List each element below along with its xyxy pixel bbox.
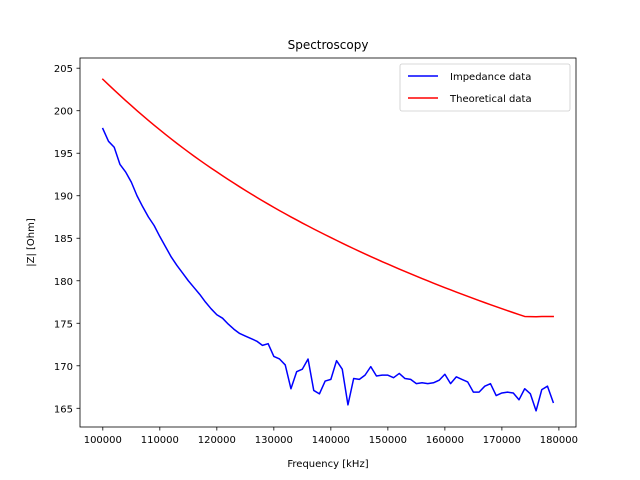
axes-frame [79, 57, 577, 428]
chart-title: Spectroscopy [288, 38, 369, 52]
axis-ticks: 100000 110000 120000 130000 140000 150000 1600… [54, 64, 578, 446]
y-tick-label: 190 [54, 192, 73, 203]
y-tick-label: 185 [54, 234, 73, 245]
y-tick-label: 195 [54, 149, 73, 160]
x-tick-label: 120000 [198, 435, 236, 446]
x-tick-label: 110000 [141, 435, 179, 446]
y-axis-label: |Z| [Ohm] [26, 218, 37, 267]
series-line-impedance [101, 127, 555, 412]
legend-label-theoretical: Theoretical data [449, 94, 532, 105]
legend: Impedance data Theoretical data [399, 63, 571, 112]
x-tick-label: 160000 [426, 435, 464, 446]
x-tick-label: 180000 [540, 435, 578, 446]
y-tick-label: 180 [54, 277, 73, 288]
y-tick-label: 200 [54, 107, 73, 118]
plot-area [101, 78, 555, 412]
x-tick-label: 170000 [483, 435, 521, 446]
x-tick-label: 140000 [312, 435, 350, 446]
legend-box [399, 63, 571, 112]
series-line-theoretical [101, 78, 554, 318]
x-tick-label: 100000 [84, 435, 122, 446]
legend-label-impedance: Impedance data [450, 72, 531, 83]
y-tick-label: 175 [54, 319, 73, 330]
y-tick-label: 170 [54, 362, 73, 373]
y-tick-label: 165 [54, 404, 73, 415]
x-tick-label: 130000 [255, 435, 293, 446]
y-tick-label: 205 [54, 64, 73, 75]
x-axis-label: Frequency [kHz] [287, 459, 368, 470]
x-tick-label: 150000 [369, 435, 407, 446]
